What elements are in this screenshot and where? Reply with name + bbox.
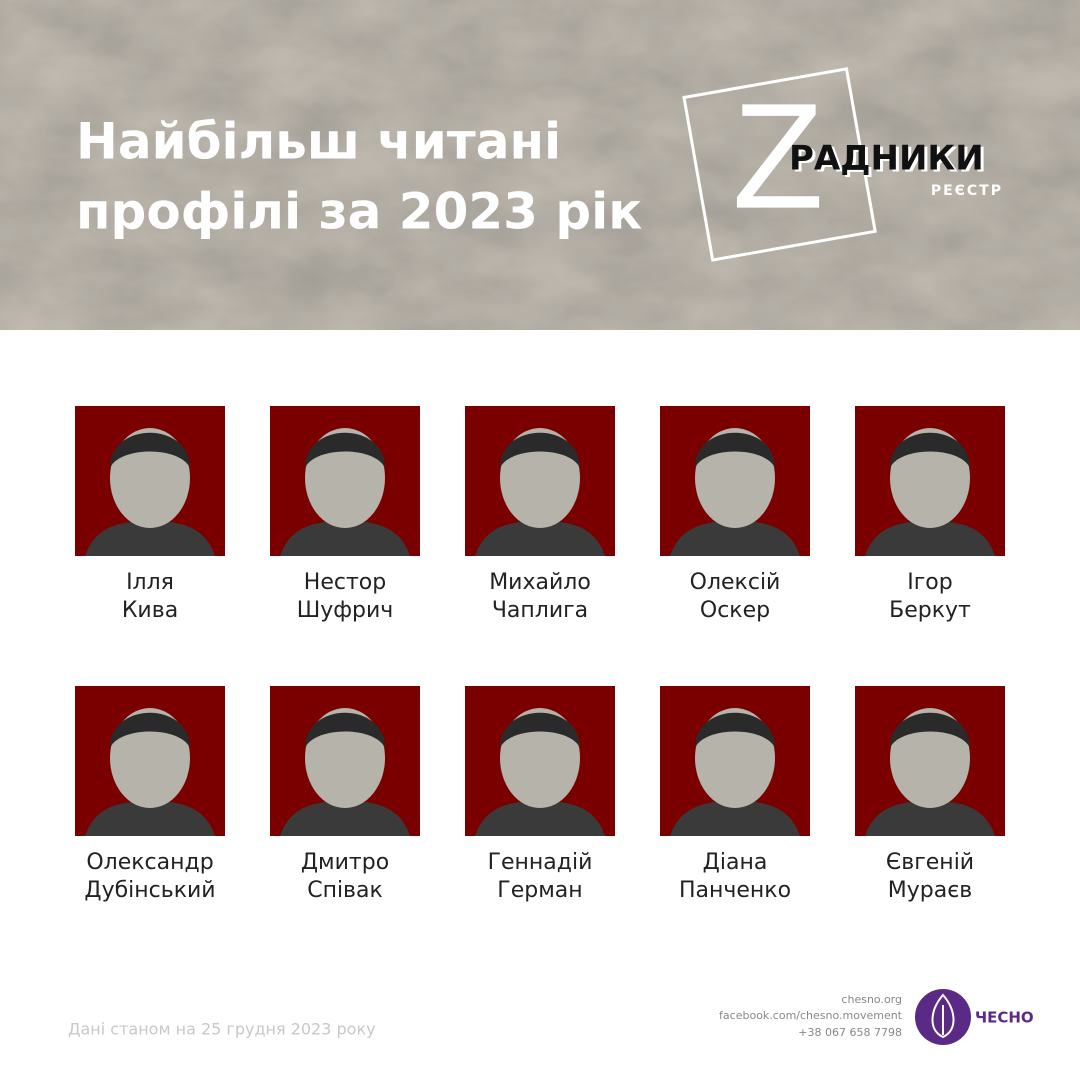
last-name: Чаплига xyxy=(492,598,588,623)
photo-shoulders xyxy=(475,801,605,836)
first-name: Дмитро xyxy=(301,850,389,875)
last-name: Панченко xyxy=(679,878,791,903)
first-name: Ілля xyxy=(126,570,174,595)
photo-shoulders xyxy=(85,801,215,836)
photo-hair xyxy=(110,432,190,468)
last-name: Мураєв xyxy=(888,878,973,903)
photo-hair xyxy=(890,432,970,468)
photo-shoulders xyxy=(280,801,410,836)
photo-hair xyxy=(305,432,385,468)
photo-hair xyxy=(500,432,580,468)
brand-icon-glyph xyxy=(931,993,955,1039)
photo-hair xyxy=(305,712,385,748)
first-name: Михайло xyxy=(489,570,591,595)
last-name: Шуфрич xyxy=(297,598,394,623)
first-name: Нестор xyxy=(304,570,386,595)
last-name: Співак xyxy=(307,878,383,903)
footer-note: Дані станом на 25 грудня 2023 року xyxy=(68,1020,376,1039)
header-texture xyxy=(0,0,1080,330)
photo-shoulders xyxy=(85,521,215,556)
last-name: Оскер xyxy=(700,598,770,623)
photo-hair xyxy=(890,712,970,748)
photo-hair xyxy=(500,712,580,748)
contact: chesno.org xyxy=(841,993,902,1006)
title-line: профілі за 2023 рік xyxy=(76,183,642,241)
last-name: Беркут xyxy=(889,598,971,623)
first-name: Олексій xyxy=(690,570,781,595)
photo-hair xyxy=(110,712,190,748)
logo-letter: Z xyxy=(732,72,824,240)
contact: +38 067 658 7798 xyxy=(798,1026,902,1039)
photo-hair xyxy=(695,712,775,748)
brand-name: ЧЕСНО xyxy=(975,1009,1034,1027)
photo-shoulders xyxy=(865,801,995,836)
photo-shoulders xyxy=(865,521,995,556)
logo-frame xyxy=(682,67,877,262)
profiles: Ілля Кива Нестор Шуфрич Михайло Чаплига Олексі… xyxy=(75,406,1005,903)
logo-word-shadow: РАДНИКИ xyxy=(792,141,987,181)
photo-shoulders xyxy=(280,521,410,556)
photo-hair xyxy=(695,432,775,468)
title-line: Найбільш читані xyxy=(76,113,561,171)
last-name: Дубінський xyxy=(84,878,215,903)
logo-word: РАДНИКИ xyxy=(789,139,984,179)
contact: facebook.com/chesno.movement xyxy=(719,1009,903,1022)
first-name: Геннадій xyxy=(488,850,593,875)
first-name: Олександр xyxy=(86,850,213,875)
last-name: Кива xyxy=(122,598,178,623)
photo-shoulders xyxy=(475,521,605,556)
photo-shoulders xyxy=(670,801,800,836)
last-name: Герман xyxy=(497,878,582,903)
photo-shoulders xyxy=(670,521,800,556)
first-name: Діана xyxy=(703,850,768,875)
first-name: Ігор xyxy=(907,570,952,595)
logo-subtitle: РЕЄСТР xyxy=(931,183,1003,199)
first-name: Євгеній xyxy=(886,850,974,875)
